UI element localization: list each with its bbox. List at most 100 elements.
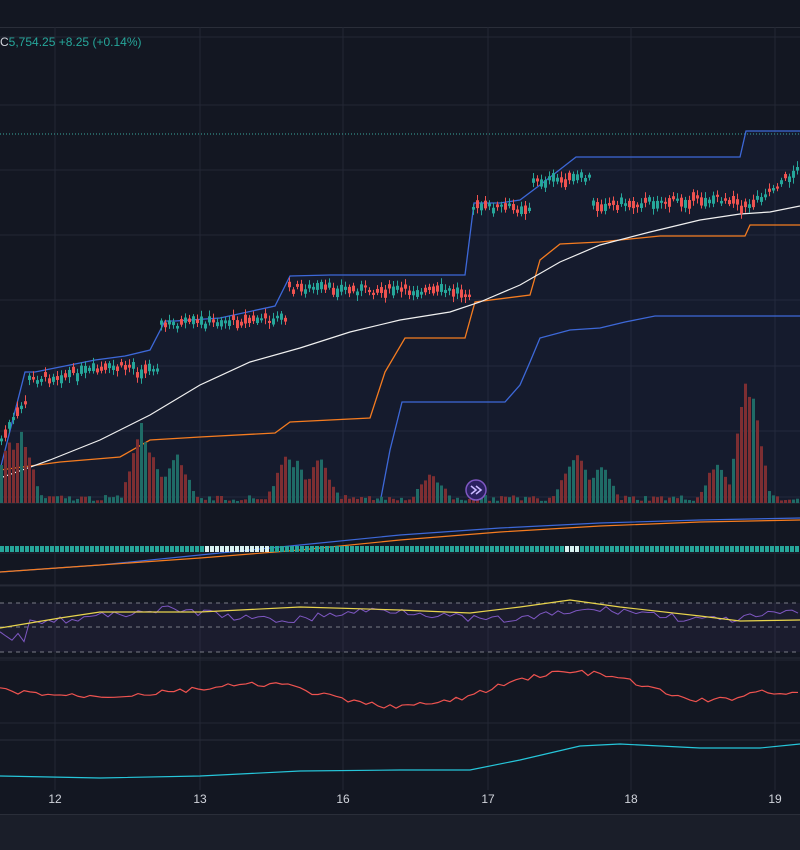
volume-bar: [504, 496, 507, 503]
candle-body: [656, 200, 659, 209]
hist-bar: [0, 546, 4, 552]
hist-bar: [160, 546, 164, 552]
candle-body: [564, 179, 567, 188]
volume-bar: [348, 498, 351, 503]
volume-bar: [120, 497, 123, 503]
volume-bar: [492, 497, 495, 503]
volume-bar: [92, 500, 95, 503]
candle-body: [760, 197, 763, 202]
hist-bar: [65, 546, 69, 552]
volume-bar: [692, 500, 695, 503]
candle-body: [168, 320, 171, 325]
candle-body: [604, 203, 607, 211]
candle-body: [72, 366, 75, 373]
candle-body: [316, 283, 319, 290]
volume-bar: [464, 500, 467, 503]
volume-bar: [344, 495, 347, 503]
candle-body: [48, 378, 51, 384]
candle-body: [240, 321, 243, 326]
candle-body: [112, 365, 115, 371]
volume-bar: [288, 459, 291, 503]
hist-bar: [430, 546, 434, 552]
candle-body: [56, 376, 59, 380]
volume-bar: [672, 496, 675, 503]
hist-bar: [45, 546, 49, 552]
candle-body: [264, 313, 267, 319]
candle-body: [660, 200, 663, 203]
hist-bar: [665, 546, 669, 552]
candle-body: [544, 180, 547, 188]
candle-body: [624, 203, 627, 206]
hist-bar: [125, 546, 129, 552]
candle-body: [304, 289, 307, 294]
candle-body: [256, 317, 259, 324]
candle-body: [456, 287, 459, 294]
hist-bar: [150, 546, 154, 552]
volume-bar: [560, 480, 563, 503]
candle-body: [424, 287, 427, 293]
candle-body: [756, 195, 759, 200]
candle-body: [288, 281, 291, 288]
volume-bar: [588, 479, 591, 503]
candle-body: [260, 318, 263, 321]
volume-bar: [740, 407, 743, 503]
candle-body: [84, 365, 87, 373]
hist-bar: [495, 546, 499, 552]
volume-bar: [304, 479, 307, 503]
moving-average-line: [0, 205, 800, 479]
hist-bar: [595, 546, 599, 552]
candle-body: [796, 167, 799, 171]
candle-body: [320, 281, 323, 290]
hist-bar: [465, 546, 469, 552]
hist-bar: [720, 546, 724, 552]
volume-bar: [244, 499, 247, 503]
candle-body: [508, 203, 511, 207]
candle-body: [104, 363, 107, 370]
candle-body: [788, 176, 791, 183]
hist-bar: [105, 546, 109, 552]
volume-bar: [688, 500, 691, 503]
hist-bar: [240, 546, 244, 552]
osc-cyan-line: [0, 743, 800, 779]
volume-bar: [8, 442, 11, 503]
volume-bar: [104, 495, 107, 503]
volume-bar: [796, 498, 799, 503]
legend-change: +8.25: [58, 35, 90, 49]
volume-bar: [720, 469, 723, 503]
hist-bar: [140, 546, 144, 552]
hist-bar: [575, 546, 579, 552]
candle-body: [180, 319, 183, 325]
hist-bar: [355, 546, 359, 552]
candle-body: [432, 286, 435, 294]
candle-body: [620, 197, 623, 205]
candle-body: [292, 289, 295, 294]
candle-body: [652, 201, 655, 209]
candle-body: [124, 365, 127, 370]
volume-bar: [384, 499, 387, 503]
candle-body: [4, 429, 7, 438]
candle-body: [496, 204, 499, 208]
replay-icon[interactable]: [465, 479, 487, 501]
volume-bar: [388, 497, 391, 503]
hist-bar: [610, 546, 614, 552]
candle-body: [108, 363, 111, 369]
hist-bar: [745, 546, 749, 552]
candle-body: [224, 320, 227, 324]
candle-body: [228, 320, 231, 326]
hist-bar: [660, 546, 664, 552]
hist-bar: [335, 546, 339, 552]
hist-bar: [290, 546, 294, 552]
hist-bar: [380, 546, 384, 552]
volume-bar: [772, 495, 775, 503]
hist-bar: [95, 546, 99, 552]
volume-bar: [76, 498, 79, 503]
candle-body: [360, 284, 363, 291]
candle-body: [484, 200, 487, 209]
hist-bar: [305, 546, 309, 552]
volume-bar: [308, 478, 311, 503]
volume-bar: [540, 500, 543, 503]
hist-bar: [325, 546, 329, 552]
hist-bar: [395, 546, 399, 552]
candle-body: [572, 173, 575, 182]
